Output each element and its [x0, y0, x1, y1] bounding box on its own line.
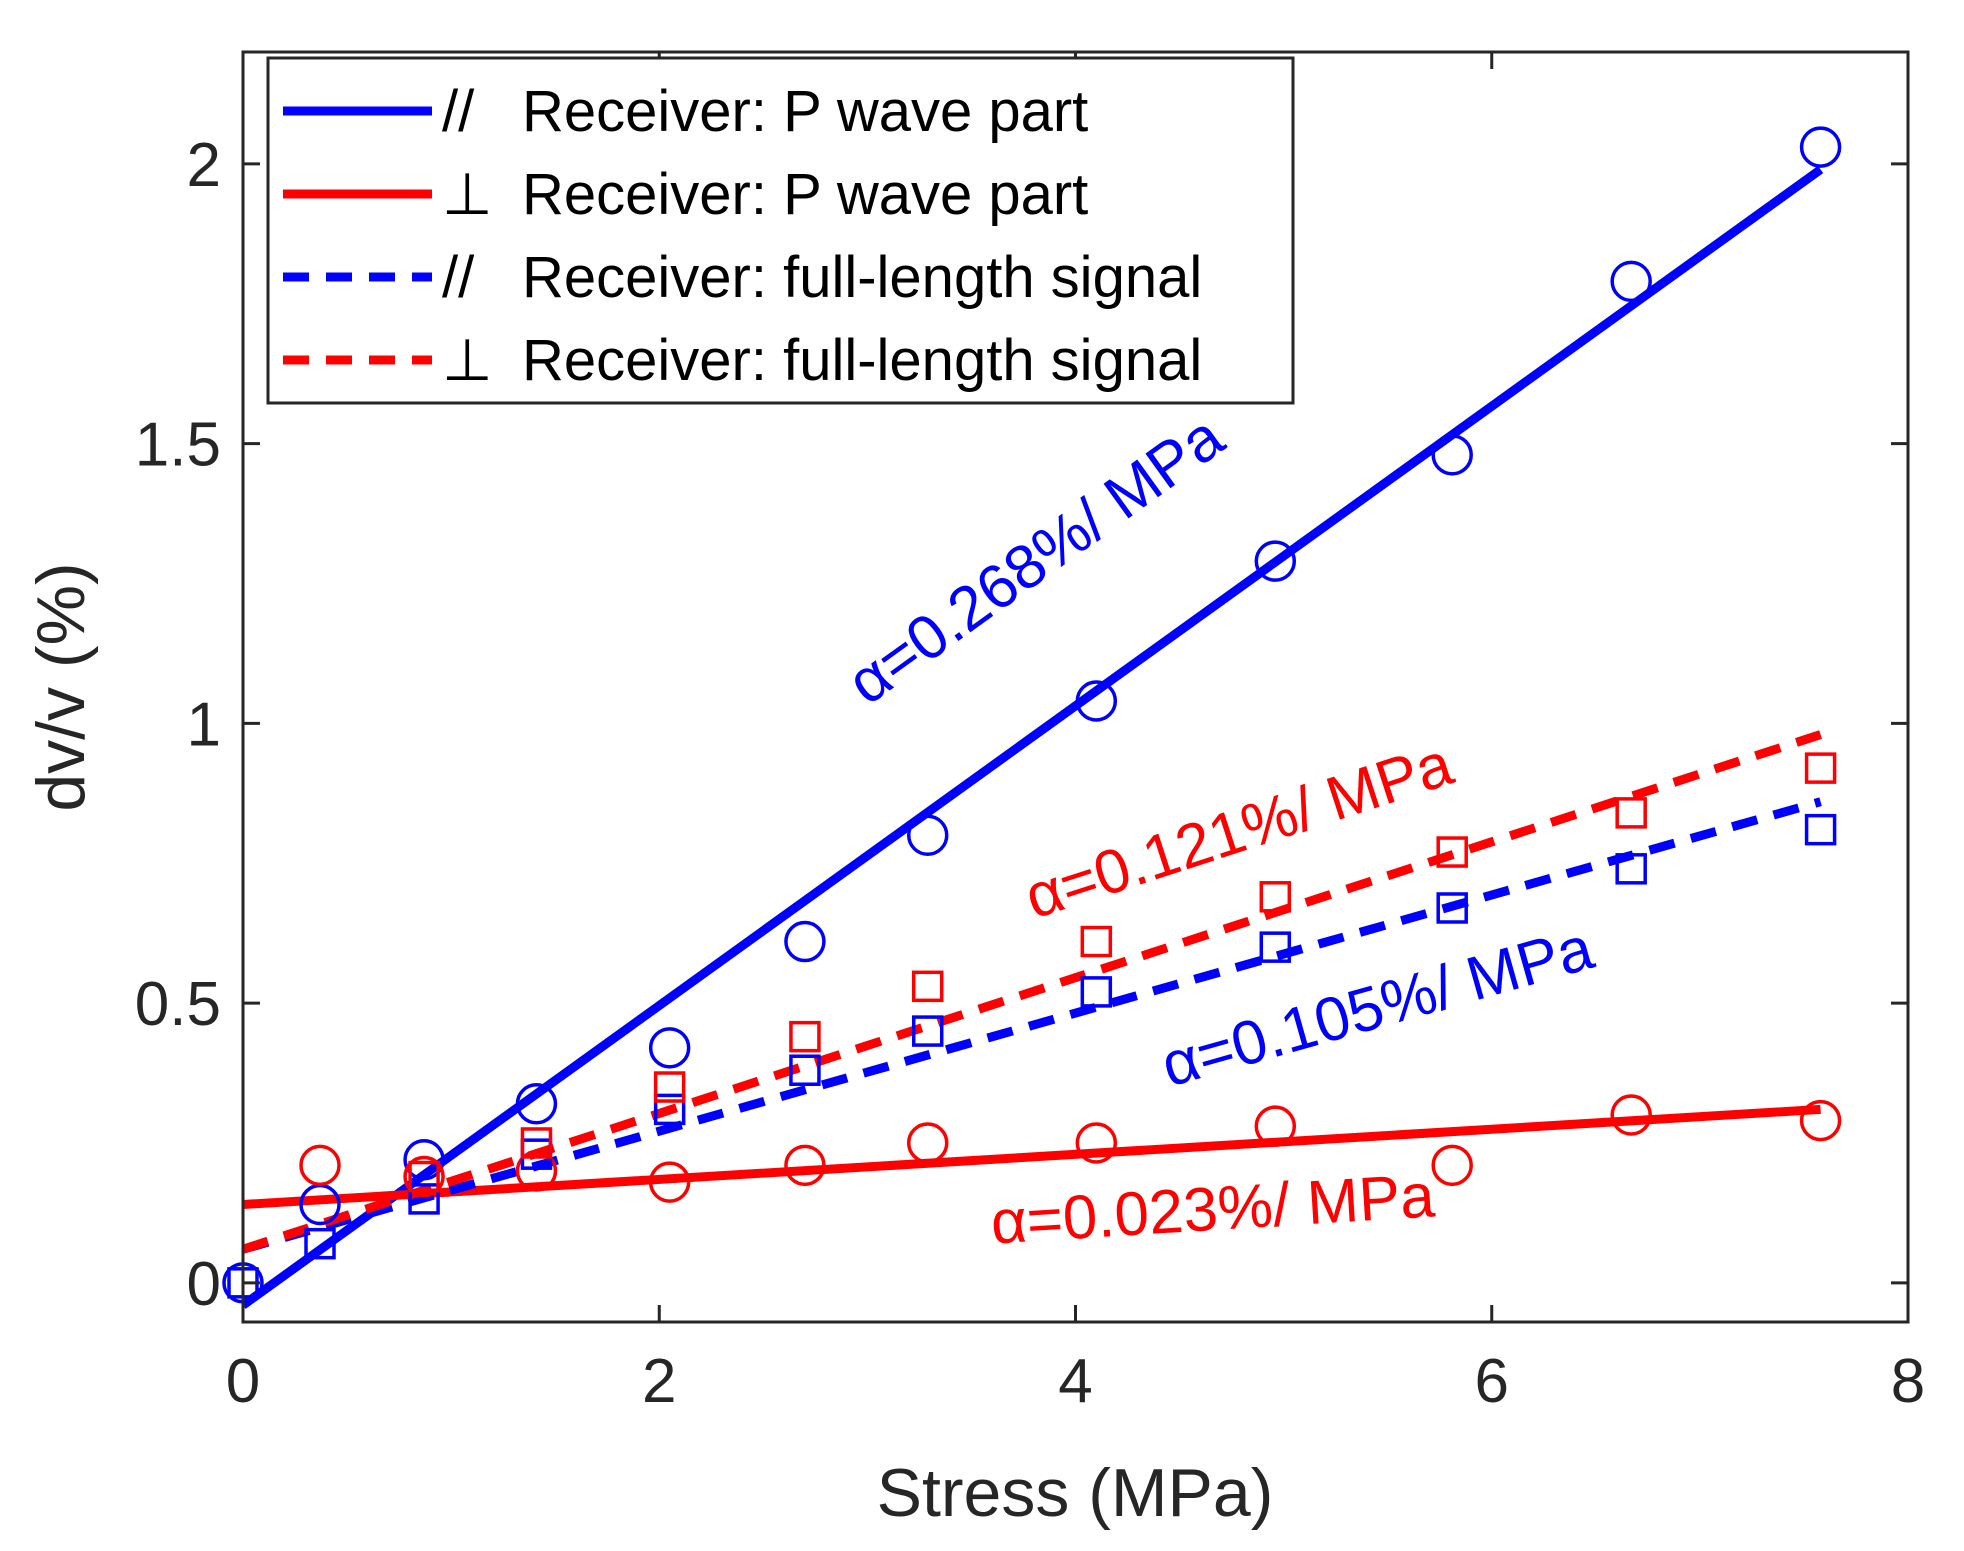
x-tick-label: 8 — [1891, 1347, 1925, 1416]
data-point-series-0 — [1075, 680, 1118, 722]
data-point-series-1 — [648, 1161, 691, 1203]
slope-annotation: α=0.268%/ MPa — [835, 402, 1236, 718]
data-point-series-1 — [906, 1122, 949, 1164]
data-point-series-1 — [1799, 1099, 1842, 1142]
slope-annotation: α=0.023%/ MPa — [989, 1161, 1437, 1257]
data-point-series-1 — [403, 1155, 445, 1198]
y-tick-label: 1 — [187, 690, 221, 759]
legend: // Receiver: P wave part ⊥ Receiver: P wave… — [266, 56, 1295, 405]
x-tick-label: 0 — [226, 1347, 260, 1416]
data-point-series-1 — [1610, 1094, 1652, 1136]
data-point-series-2 — [1259, 931, 1292, 963]
fit-lines — [240, 165, 1824, 1309]
y-tick-label: 0 — [187, 1250, 221, 1319]
data-markers — [222, 126, 1842, 1304]
data-point-series-2 — [1804, 813, 1837, 846]
slope-annotation: α=0.105%/ MPa — [1154, 913, 1601, 1100]
fit-line-series-1 — [242, 1104, 1821, 1210]
data-point-series-0 — [648, 1027, 691, 1069]
data-point-series-1 — [515, 1150, 558, 1192]
data-point-series-0 — [403, 1139, 445, 1181]
data-point-series-3 — [1615, 797, 1647, 829]
x-axis-label: Stress (MPa) — [877, 1455, 1274, 1531]
data-point-series-1 — [1431, 1144, 1473, 1187]
legend-symbol: // — [442, 79, 475, 144]
y-tick-label: 1.5 — [135, 411, 221, 480]
y-axis-label: dv/v (%) — [23, 562, 99, 811]
data-point-series-2 — [1615, 853, 1647, 885]
data-point-series-3 — [408, 1160, 440, 1193]
data-point-series-1 — [784, 1144, 826, 1187]
data-point-series-3 — [789, 1020, 821, 1053]
data-point-series-0 — [784, 920, 826, 963]
legend-entry-label: Receiver: full-length signal — [522, 245, 1202, 310]
fit-line-series-2 — [241, 797, 1822, 1254]
data-point-series-2 — [304, 1227, 336, 1260]
legend-entry-label: Receiver: P wave part — [522, 162, 1088, 227]
data-point-series-0 — [1610, 260, 1652, 303]
legend-entry-label: Receiver: full-length signal — [522, 328, 1202, 393]
data-point-series-2 — [408, 1183, 440, 1215]
data-point-series-3 — [520, 1127, 553, 1159]
data-point-series-0 — [906, 814, 949, 857]
data-point-series-0 — [1254, 540, 1297, 582]
data-point-series-2 — [1080, 976, 1113, 1008]
slope-annotation: α=0.121%/ MPa — [1017, 729, 1461, 932]
data-point-series-3 — [1436, 836, 1468, 868]
data-point-series-3 — [1259, 881, 1292, 913]
legend-symbol: // — [442, 245, 475, 310]
y-tick-label: 0.5 — [135, 970, 221, 1039]
legend-box — [266, 56, 1295, 405]
data-point-series-3 — [653, 1071, 686, 1103]
data-point-series-3 — [911, 970, 944, 1003]
y-tick-label: 2 — [187, 131, 221, 200]
data-point-series-2 — [789, 1054, 821, 1086]
data-point-series-2 — [653, 1093, 686, 1126]
x-tick-label: 6 — [1475, 1347, 1509, 1416]
axis-ticks: 0 2 4 6 8 0 0.5 1 1.5 2 — [135, 52, 1925, 1416]
data-point-series-3 — [1804, 752, 1837, 784]
legend-entry-label: Receiver: P wave part — [522, 79, 1088, 144]
data-point-series-0 — [1431, 434, 1473, 476]
data-point-series-1 — [299, 1144, 341, 1187]
data-point-series-1 — [1254, 1105, 1297, 1147]
fit-line-series-3 — [241, 730, 1822, 1254]
fit-line-series-0 — [240, 165, 1824, 1309]
data-point-series-0 — [515, 1083, 558, 1125]
legend-symbol: ⊥ — [442, 162, 493, 227]
x-tick-label: 4 — [1058, 1347, 1092, 1416]
legend-symbol: ⊥ — [442, 328, 493, 393]
data-point-series-2 — [911, 1015, 944, 1047]
data-point-series-2 — [1436, 892, 1468, 924]
data-point-series-0 — [1799, 126, 1842, 168]
data-point-series-1 — [1075, 1122, 1118, 1164]
data-point-series-3 — [1080, 925, 1113, 958]
x-tick-label: 2 — [642, 1347, 676, 1416]
